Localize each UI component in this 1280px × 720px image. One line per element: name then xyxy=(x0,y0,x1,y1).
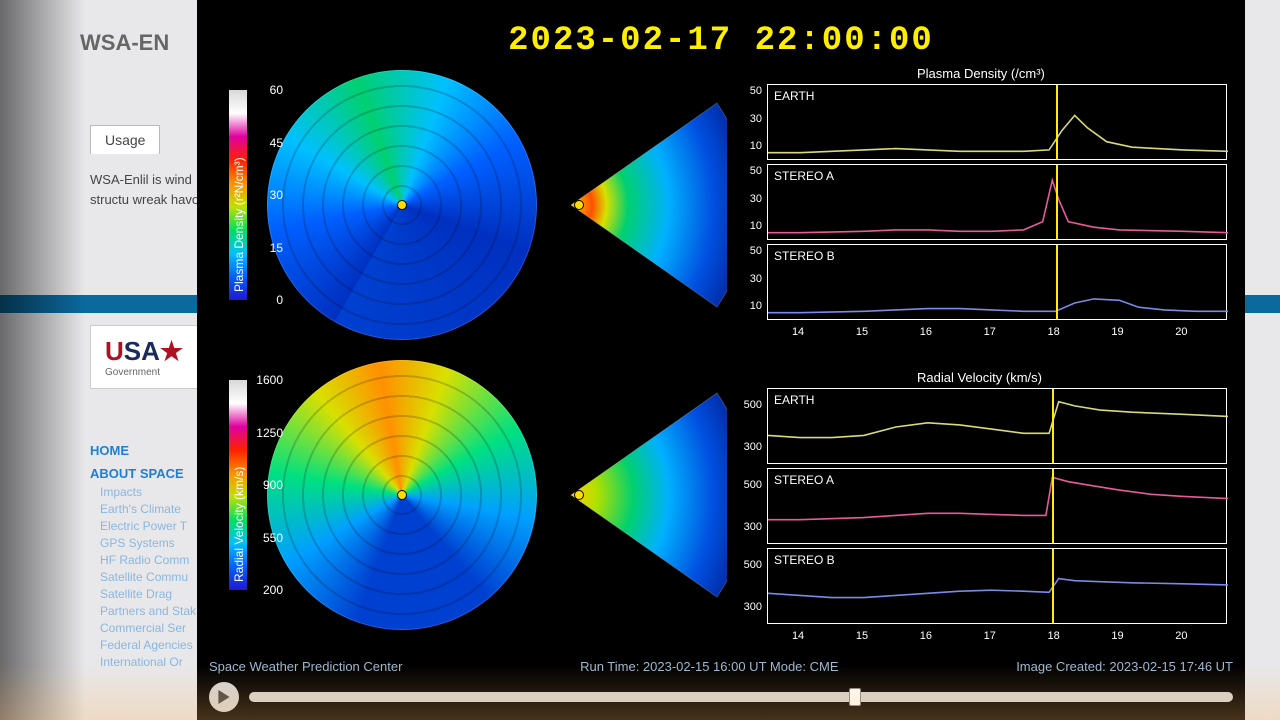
y-tick: 500 xyxy=(732,479,762,491)
y-tick: 500 xyxy=(732,399,762,411)
time-marker xyxy=(1056,85,1058,159)
y-tick: 50 xyxy=(732,85,762,97)
footer-right: Image Created: 2023-02-15 17:46 UT xyxy=(1016,659,1233,674)
footer-mid: Run Time: 2023-02-15 16:00 UT Mode: CME xyxy=(580,659,838,674)
y-tick: 10 xyxy=(732,300,762,312)
bg-nav-home[interactable]: HOME xyxy=(90,443,210,458)
model-timestamp: 2023-02-17 22:00:00 xyxy=(197,22,1245,60)
x-tick: 20 xyxy=(1175,630,1187,642)
line-chart: STEREO A103050 xyxy=(767,164,1227,240)
bg-nav-item[interactable]: Partners and Stak xyxy=(100,604,210,618)
time-marker xyxy=(1056,165,1058,239)
line-chart: STEREO B300500 xyxy=(767,548,1227,624)
y-tick: 50 xyxy=(732,245,762,257)
colorbar-tick: 1250 xyxy=(249,426,283,440)
bg-nav-about[interactable]: ABOUT SPACE xyxy=(90,466,210,481)
model-panel: 2023-02-17 22:00:00 Plasma Density (r²N/… xyxy=(197,0,1245,720)
y-tick: 10 xyxy=(732,140,762,152)
time-marker xyxy=(1052,469,1054,543)
sun-marker-wedge xyxy=(574,200,584,210)
time-marker xyxy=(1052,549,1054,623)
x-tick: 18 xyxy=(1048,326,1060,338)
bg-nav-item[interactable]: Electric Power T xyxy=(100,519,210,533)
bg-nav-item[interactable]: Earth's Climate xyxy=(100,502,210,516)
sun-marker xyxy=(397,490,407,500)
sun-marker xyxy=(397,200,407,210)
line-chart: EARTH103050 xyxy=(767,84,1227,160)
colorbar-tick: 0 xyxy=(249,293,283,307)
bg-body-text: WSA-Enlil is wind structu wreak havo xyxy=(90,170,200,209)
bg-nav-item[interactable]: Federal Agencies xyxy=(100,638,210,652)
bg-tab-usage[interactable]: Usage xyxy=(90,125,160,154)
meridional-density xyxy=(567,85,727,325)
colorbar-tick: 200 xyxy=(249,583,283,597)
bg-nav-item[interactable]: International Or xyxy=(100,655,210,669)
bg-nav-item[interactable]: HF Radio Comm xyxy=(100,553,210,567)
x-tick: 20 xyxy=(1175,326,1187,338)
bg-page-title: WSA-EN xyxy=(80,30,169,56)
x-tick: 16 xyxy=(920,326,932,338)
panel-footer: Space Weather Prediction Center Run Time… xyxy=(209,659,1233,674)
line-chart: EARTH300500 xyxy=(767,388,1227,464)
bg-nav-item[interactable]: Satellite Commu xyxy=(100,570,210,584)
x-tick: 14 xyxy=(792,630,804,642)
colorbar-tick: 45 xyxy=(249,136,283,150)
play-button[interactable] xyxy=(209,682,239,712)
y-tick: 30 xyxy=(732,113,762,125)
playback-thumb[interactable] xyxy=(849,688,861,706)
line-chart: STEREO B103050 xyxy=(767,244,1227,320)
time-marker xyxy=(1056,245,1058,319)
x-tick: 17 xyxy=(984,326,996,338)
colorbar-density-label: Plasma Density (r²N/cm³) xyxy=(232,92,246,292)
colorbar-tick: 550 xyxy=(249,531,283,545)
x-tick: 14 xyxy=(792,326,804,338)
colorbar-tick: 30 xyxy=(249,188,283,202)
x-tick: 19 xyxy=(1111,326,1123,338)
bg-nav-item[interactable]: Satellite Drag xyxy=(100,587,210,601)
y-tick: 300 xyxy=(732,601,762,613)
bg-nav-item[interactable]: GPS Systems xyxy=(100,536,210,550)
x-tick: 18 xyxy=(1048,630,1060,642)
play-icon xyxy=(217,690,231,704)
x-tick: 15 xyxy=(856,326,868,338)
bg-nav-item[interactable]: Impacts xyxy=(100,485,210,499)
colorbar-tick: 15 xyxy=(249,241,283,255)
y-tick: 10 xyxy=(732,220,762,232)
y-tick: 30 xyxy=(732,273,762,285)
y-tick: 500 xyxy=(732,559,762,571)
meridional-velocity xyxy=(567,375,727,615)
x-tick: 16 xyxy=(920,630,932,642)
colorbar-tick: 1600 xyxy=(249,373,283,387)
y-tick: 50 xyxy=(732,165,762,177)
bg-logo: USA★ Government xyxy=(90,325,198,389)
playback-track[interactable] xyxy=(249,692,1233,702)
sun-marker-wedge xyxy=(574,490,584,500)
chart-group-title: Plasma Density (/cm³) xyxy=(917,66,1045,81)
x-tick: 15 xyxy=(856,630,868,642)
y-tick: 30 xyxy=(732,193,762,205)
bg-nav: HOME ABOUT SPACE Impacts Earth's Climate E… xyxy=(90,435,210,672)
y-tick: 300 xyxy=(732,441,762,453)
time-marker xyxy=(1052,389,1054,463)
line-chart: STEREO A300500 xyxy=(767,468,1227,544)
colorbar-velocity-label: Radial Velocity (km/s) xyxy=(232,382,246,582)
chart-group-title: Radial Velocity (km/s) xyxy=(917,370,1042,385)
x-tick: 17 xyxy=(984,630,996,642)
y-tick: 300 xyxy=(732,521,762,533)
bg-nav-item[interactable]: Commercial Ser xyxy=(100,621,210,635)
colorbar-tick: 60 xyxy=(249,83,283,97)
colorbar-tick: 900 xyxy=(249,478,283,492)
footer-left: Space Weather Prediction Center xyxy=(209,659,402,674)
playback-bar xyxy=(209,682,1233,712)
x-tick: 19 xyxy=(1111,630,1123,642)
